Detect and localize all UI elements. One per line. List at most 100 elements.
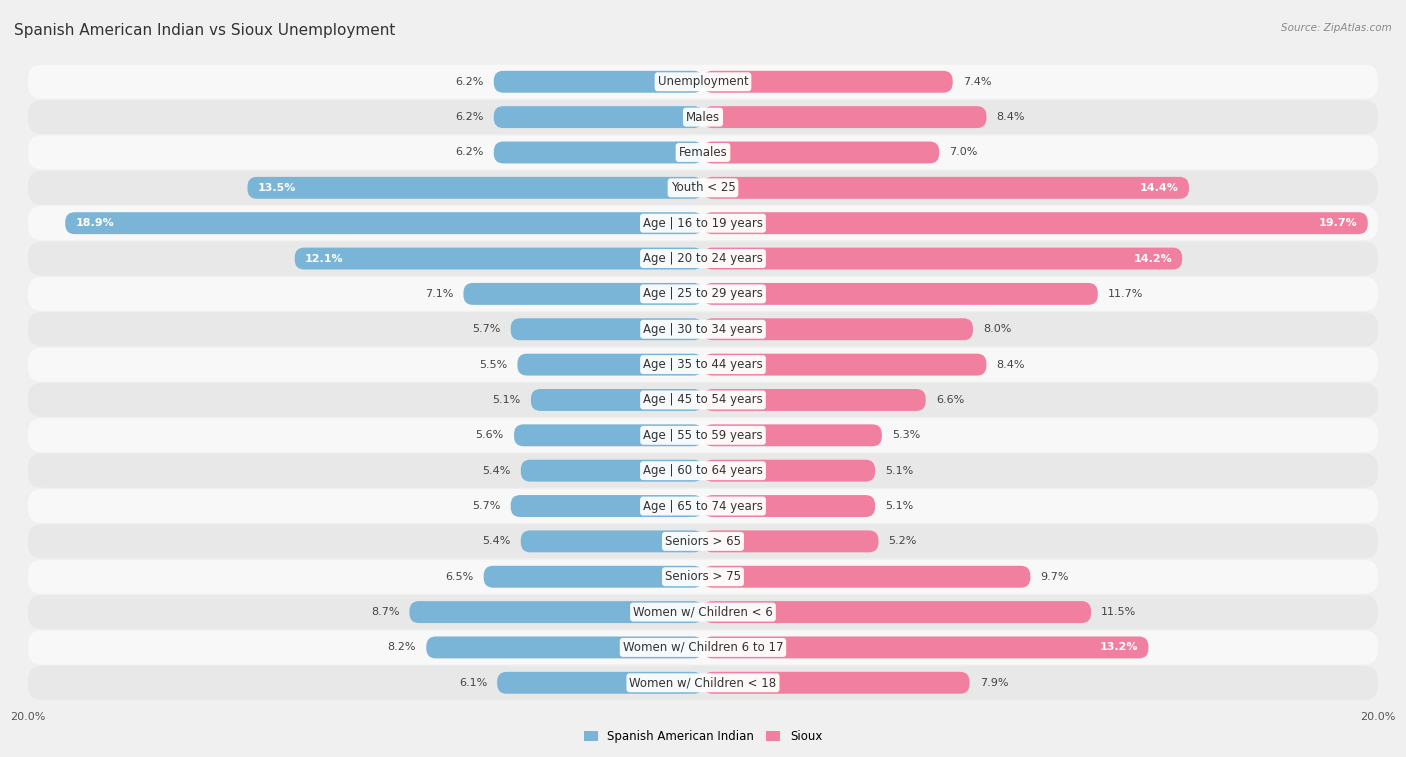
Text: 11.5%: 11.5%: [1101, 607, 1136, 617]
Text: 6.5%: 6.5%: [446, 572, 474, 581]
Text: 8.4%: 8.4%: [997, 360, 1025, 369]
Text: 7.9%: 7.9%: [980, 678, 1008, 688]
FancyBboxPatch shape: [28, 65, 1378, 98]
FancyBboxPatch shape: [520, 531, 703, 553]
Text: Seniors > 65: Seniors > 65: [665, 535, 741, 548]
Text: 7.4%: 7.4%: [963, 76, 991, 87]
FancyBboxPatch shape: [28, 595, 1378, 629]
FancyBboxPatch shape: [65, 212, 703, 234]
FancyBboxPatch shape: [510, 318, 703, 340]
FancyBboxPatch shape: [703, 106, 987, 128]
Text: 8.7%: 8.7%: [371, 607, 399, 617]
Text: 5.3%: 5.3%: [891, 430, 920, 441]
FancyBboxPatch shape: [703, 248, 1182, 269]
Text: Age | 20 to 24 years: Age | 20 to 24 years: [643, 252, 763, 265]
Text: Source: ZipAtlas.com: Source: ZipAtlas.com: [1281, 23, 1392, 33]
FancyBboxPatch shape: [295, 248, 703, 269]
FancyBboxPatch shape: [703, 565, 1031, 587]
Text: 8.4%: 8.4%: [997, 112, 1025, 122]
FancyBboxPatch shape: [409, 601, 703, 623]
FancyBboxPatch shape: [703, 495, 875, 517]
Text: 8.2%: 8.2%: [388, 643, 416, 653]
Text: Age | 25 to 29 years: Age | 25 to 29 years: [643, 288, 763, 301]
Text: 6.2%: 6.2%: [456, 148, 484, 157]
FancyBboxPatch shape: [703, 672, 970, 693]
Text: 5.4%: 5.4%: [482, 537, 510, 547]
Legend: Spanish American Indian, Sioux: Spanish American Indian, Sioux: [583, 731, 823, 743]
FancyBboxPatch shape: [28, 313, 1378, 346]
Text: 13.5%: 13.5%: [257, 183, 295, 193]
Text: Women w/ Children < 6: Women w/ Children < 6: [633, 606, 773, 618]
Text: 13.2%: 13.2%: [1099, 643, 1139, 653]
Text: 9.7%: 9.7%: [1040, 572, 1069, 581]
FancyBboxPatch shape: [28, 559, 1378, 593]
Text: 5.4%: 5.4%: [482, 466, 510, 475]
FancyBboxPatch shape: [703, 459, 875, 481]
Text: Age | 16 to 19 years: Age | 16 to 19 years: [643, 217, 763, 229]
FancyBboxPatch shape: [28, 347, 1378, 382]
FancyBboxPatch shape: [28, 383, 1378, 417]
FancyBboxPatch shape: [464, 283, 703, 305]
FancyBboxPatch shape: [703, 318, 973, 340]
Text: Females: Females: [679, 146, 727, 159]
Text: 5.7%: 5.7%: [472, 501, 501, 511]
FancyBboxPatch shape: [703, 177, 1189, 199]
Text: Age | 60 to 64 years: Age | 60 to 64 years: [643, 464, 763, 477]
Text: 7.0%: 7.0%: [949, 148, 977, 157]
FancyBboxPatch shape: [517, 354, 703, 375]
Text: 6.2%: 6.2%: [456, 112, 484, 122]
Text: Age | 65 to 74 years: Age | 65 to 74 years: [643, 500, 763, 512]
FancyBboxPatch shape: [28, 277, 1378, 311]
FancyBboxPatch shape: [510, 495, 703, 517]
Text: 5.1%: 5.1%: [886, 466, 914, 475]
FancyBboxPatch shape: [531, 389, 703, 411]
Text: 18.9%: 18.9%: [76, 218, 114, 228]
Text: Age | 55 to 59 years: Age | 55 to 59 years: [643, 428, 763, 442]
FancyBboxPatch shape: [28, 206, 1378, 240]
Text: 7.1%: 7.1%: [425, 289, 453, 299]
Text: Males: Males: [686, 111, 720, 123]
FancyBboxPatch shape: [28, 631, 1378, 665]
Text: Age | 45 to 54 years: Age | 45 to 54 years: [643, 394, 763, 407]
FancyBboxPatch shape: [498, 672, 703, 693]
Text: Women w/ Children < 18: Women w/ Children < 18: [630, 676, 776, 690]
Text: 5.1%: 5.1%: [492, 395, 520, 405]
FancyBboxPatch shape: [28, 453, 1378, 488]
Text: 19.7%: 19.7%: [1319, 218, 1358, 228]
FancyBboxPatch shape: [28, 241, 1378, 276]
FancyBboxPatch shape: [703, 142, 939, 164]
Text: 5.6%: 5.6%: [475, 430, 503, 441]
FancyBboxPatch shape: [28, 171, 1378, 205]
Text: 6.2%: 6.2%: [456, 76, 484, 87]
FancyBboxPatch shape: [515, 425, 703, 447]
Text: 8.0%: 8.0%: [983, 324, 1011, 335]
FancyBboxPatch shape: [426, 637, 703, 659]
FancyBboxPatch shape: [703, 425, 882, 447]
Text: Spanish American Indian vs Sioux Unemployment: Spanish American Indian vs Sioux Unemplo…: [14, 23, 395, 38]
Text: 14.4%: 14.4%: [1140, 183, 1178, 193]
FancyBboxPatch shape: [28, 100, 1378, 134]
FancyBboxPatch shape: [703, 637, 1149, 659]
Text: 6.6%: 6.6%: [936, 395, 965, 405]
FancyBboxPatch shape: [494, 71, 703, 93]
FancyBboxPatch shape: [247, 177, 703, 199]
Text: Unemployment: Unemployment: [658, 75, 748, 89]
FancyBboxPatch shape: [28, 666, 1378, 699]
FancyBboxPatch shape: [703, 71, 953, 93]
FancyBboxPatch shape: [28, 489, 1378, 523]
FancyBboxPatch shape: [703, 531, 879, 553]
Text: 14.2%: 14.2%: [1133, 254, 1173, 263]
FancyBboxPatch shape: [28, 136, 1378, 170]
FancyBboxPatch shape: [520, 459, 703, 481]
Text: Women w/ Children 6 to 17: Women w/ Children 6 to 17: [623, 641, 783, 654]
Text: 5.7%: 5.7%: [472, 324, 501, 335]
Text: 12.1%: 12.1%: [305, 254, 343, 263]
FancyBboxPatch shape: [703, 212, 1368, 234]
FancyBboxPatch shape: [703, 389, 925, 411]
Text: 11.7%: 11.7%: [1108, 289, 1143, 299]
FancyBboxPatch shape: [703, 601, 1091, 623]
FancyBboxPatch shape: [484, 565, 703, 587]
Text: Youth < 25: Youth < 25: [671, 182, 735, 195]
FancyBboxPatch shape: [703, 283, 1098, 305]
Text: 5.2%: 5.2%: [889, 537, 917, 547]
